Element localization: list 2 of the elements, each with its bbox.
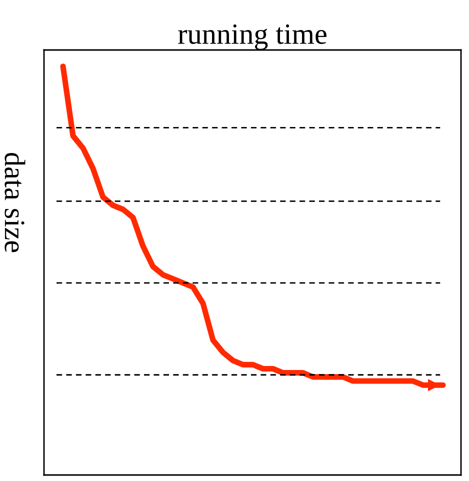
y-axis-title: data size — [4, 152, 26, 252]
chart-title: running time — [178, 24, 326, 50]
